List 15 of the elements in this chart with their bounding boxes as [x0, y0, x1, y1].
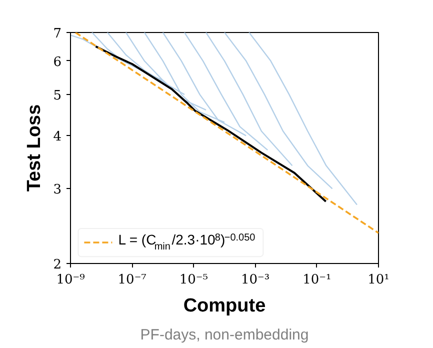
y-tick-label: 5 [53, 88, 62, 104]
y-tick-label: 6 [53, 54, 62, 70]
y-tick-label: 3 [53, 182, 62, 198]
x-tick-label: 10¹ [368, 272, 390, 288]
x-tick-label: 10⁻⁵ [179, 272, 208, 288]
y-axis-title: Test Loss [24, 104, 46, 192]
y-tick-label: 4 [53, 130, 62, 145]
x-tick-label: 10⁻⁹ [56, 272, 85, 288]
y-tick-label: 7 [53, 26, 62, 42]
y-tick-label: 2 [53, 258, 62, 272]
text: PF-days, non-embedding [140, 326, 309, 344]
x-axis-title: Compute [183, 296, 266, 316]
x-tick-label: 10⁻⁷ [118, 272, 146, 288]
x-tick-label: 10⁻³ [240, 272, 270, 288]
x-tick-label: 10⁻¹ [302, 272, 332, 288]
